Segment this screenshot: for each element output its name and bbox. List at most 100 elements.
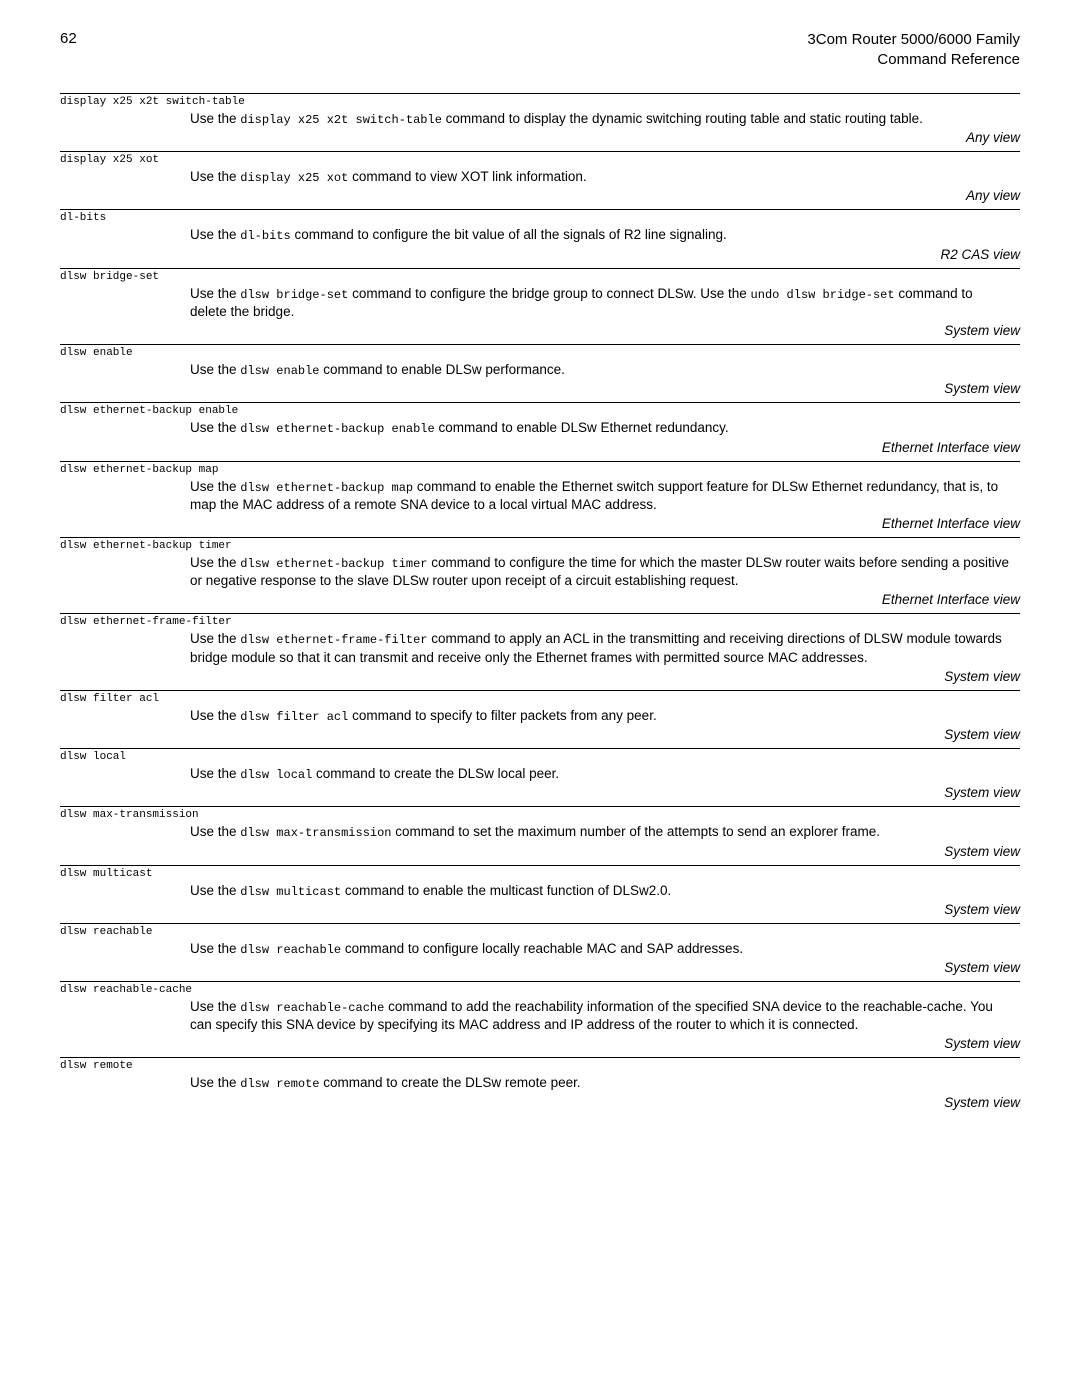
command-entry: dlsw local Use the dlsw local command to … [60, 748, 1020, 800]
entry-body-row: Use the dlsw ethernet-backup enable comm… [60, 419, 1020, 437]
command-description: Use the dlsw ethernet-backup map command… [190, 478, 1020, 514]
command-entry: dlsw max-transmissionUse the dlsw max-tr… [60, 806, 1020, 858]
desc-text: command to create the DLSw local peer. [312, 766, 559, 781]
command-entry: dlsw ethernet-backup timerUse the dlsw e… [60, 537, 1020, 607]
command-description: Use the display x25 xot command to view … [190, 168, 1020, 186]
desc-text: Use the [190, 169, 240, 184]
desc-text: Use the [190, 883, 240, 898]
command-name: dlsw max-transmission [60, 809, 1020, 821]
command-entry: dlsw enable Use the dlsw enable command t… [60, 344, 1020, 396]
desc-text: command to create the DLSw remote peer. [320, 1075, 581, 1090]
desc-text: Use the [190, 708, 240, 723]
command-entry: dlsw bridge-setUse the dlsw bridge-set c… [60, 268, 1020, 338]
command-view: System view [60, 902, 1020, 917]
command-description: Use the display x25 x2t switch-table com… [190, 110, 1020, 128]
entry-body-row: Use the dlsw remote command to create th… [60, 1074, 1020, 1092]
desc-text: Use the [190, 227, 240, 242]
command-name: dlsw ethernet-frame-filter [60, 616, 1020, 628]
desc-text: command to enable DLSw performance. [320, 362, 565, 377]
desc-text: command to configure the bridge group to… [348, 286, 750, 301]
desc-text: Use the [190, 555, 240, 570]
page-container: 62 3Com Router 5000/6000 Family Command … [0, 0, 1080, 1146]
desc-mono: dlsw ethernet-backup enable [240, 422, 434, 436]
desc-mono: dlsw reachable [240, 943, 341, 957]
desc-mono: dlsw multicast [240, 885, 341, 899]
entry-body-row: Use the display x25 xot command to view … [60, 168, 1020, 186]
command-name: dlsw local [60, 751, 1020, 763]
command-name: dlsw ethernet-backup map [60, 464, 1020, 476]
entry-body-row: Use the dlsw local command to create the… [60, 765, 1020, 783]
command-entry: display x25 xotUse the display x25 xot c… [60, 151, 1020, 203]
entry-body-row: Use the dl-bits command to configure the… [60, 226, 1020, 244]
command-description: Use the dl-bits command to configure the… [190, 226, 1020, 244]
entry-body-row: Use the dlsw enable command to enable DL… [60, 361, 1020, 379]
command-view: Any view [60, 188, 1020, 203]
command-view: Ethernet Interface view [60, 516, 1020, 531]
desc-text: command to enable the multicast function… [341, 883, 671, 898]
command-view: System view [60, 323, 1020, 338]
entry-body-row: Use the dlsw reachable-cache command to … [60, 998, 1020, 1034]
command-description: Use the dlsw reachable command to config… [190, 940, 1020, 958]
desc-mono: display x25 xot [240, 171, 348, 185]
command-description: Use the dlsw local command to create the… [190, 765, 1020, 783]
desc-mono: dl-bits [240, 229, 290, 243]
entry-body-row: Use the dlsw reachable command to config… [60, 940, 1020, 958]
command-description: Use the dlsw ethernet-backup timer comma… [190, 554, 1020, 590]
desc-mono: dlsw filter acl [240, 710, 348, 724]
entry-body-row: Use the dlsw ethernet-frame-filter comma… [60, 630, 1020, 666]
desc-text: command to specify to filter packets fro… [348, 708, 656, 723]
command-name: dlsw remote [60, 1060, 1020, 1072]
desc-text: Use the [190, 1075, 240, 1090]
command-description: Use the dlsw ethernet-frame-filter comma… [190, 630, 1020, 666]
desc-text: Use the [190, 824, 240, 839]
desc-text: command to set the maximum number of the… [392, 824, 880, 839]
command-name: dl-bits [60, 212, 1020, 224]
command-entry: dl-bitsUse the dl-bits command to config… [60, 209, 1020, 261]
desc-mono: dlsw max-transmission [240, 826, 391, 840]
entry-body-row: Use the dlsw multicast command to enable… [60, 882, 1020, 900]
command-entry: dlsw ethernet-backup map Use the dlsw eth… [60, 461, 1020, 531]
command-name: dlsw multicast [60, 868, 1020, 880]
entry-body-row: Use the dlsw max-transmission command to… [60, 823, 1020, 841]
command-name: dlsw ethernet-backup timer [60, 540, 1020, 552]
desc-text: command to enable DLSw Ethernet redundan… [435, 420, 729, 435]
command-name: dlsw reachable-cache [60, 984, 1020, 996]
header-title-line1: 3Com Router 5000/6000 Family [807, 30, 1020, 50]
desc-mono: dlsw bridge-set [240, 288, 348, 302]
desc-mono: undo dlsw bridge-set [751, 288, 895, 302]
command-view: System view [60, 785, 1020, 800]
command-name: dlsw enable [60, 347, 1020, 359]
command-name: dlsw bridge-set [60, 271, 1020, 283]
desc-mono: dlsw reachable-cache [240, 1001, 384, 1015]
command-view: System view [60, 381, 1020, 396]
desc-text: Use the [190, 362, 240, 377]
command-description: Use the dlsw remote command to create th… [190, 1074, 1020, 1092]
command-view: Ethernet Interface view [60, 440, 1020, 455]
desc-text: command to configure the bit value of al… [291, 227, 727, 242]
desc-mono: display x25 x2t switch-table [240, 113, 442, 127]
desc-mono: dlsw ethernet-backup timer [240, 557, 427, 571]
command-list: display x25 x2t switch-tableUse the disp… [60, 93, 1020, 1110]
desc-text: Use the [190, 766, 240, 781]
command-entry: dlsw filter aclUse the dlsw filter acl c… [60, 690, 1020, 742]
command-view: System view [60, 844, 1020, 859]
command-name: dlsw ethernet-backup enable [60, 405, 1020, 417]
command-view: System view [60, 727, 1020, 742]
desc-text: Use the [190, 286, 240, 301]
command-entry: dlsw remote Use the dlsw remote command t… [60, 1057, 1020, 1109]
header-title-line2: Command Reference [807, 50, 1020, 70]
page-number: 62 [60, 30, 77, 47]
command-view: Ethernet Interface view [60, 592, 1020, 607]
command-description: Use the dlsw enable command to enable DL… [190, 361, 1020, 379]
command-entry: dlsw reachable-cacheUse the dlsw reachab… [60, 981, 1020, 1051]
command-entry: dlsw ethernet-frame-filter Use the dlsw e… [60, 613, 1020, 683]
desc-text: Use the [190, 631, 240, 646]
command-description: Use the dlsw multicast command to enable… [190, 882, 1020, 900]
entry-body-row: Use the dlsw ethernet-backup timer comma… [60, 554, 1020, 590]
command-entry: display x25 x2t switch-tableUse the disp… [60, 93, 1020, 145]
command-description: Use the dlsw max-transmission command to… [190, 823, 1020, 841]
command-name: dlsw filter acl [60, 693, 1020, 705]
desc-text: Use the [190, 111, 240, 126]
desc-text: command to view XOT link information. [348, 169, 586, 184]
command-name: dlsw reachable [60, 926, 1020, 938]
